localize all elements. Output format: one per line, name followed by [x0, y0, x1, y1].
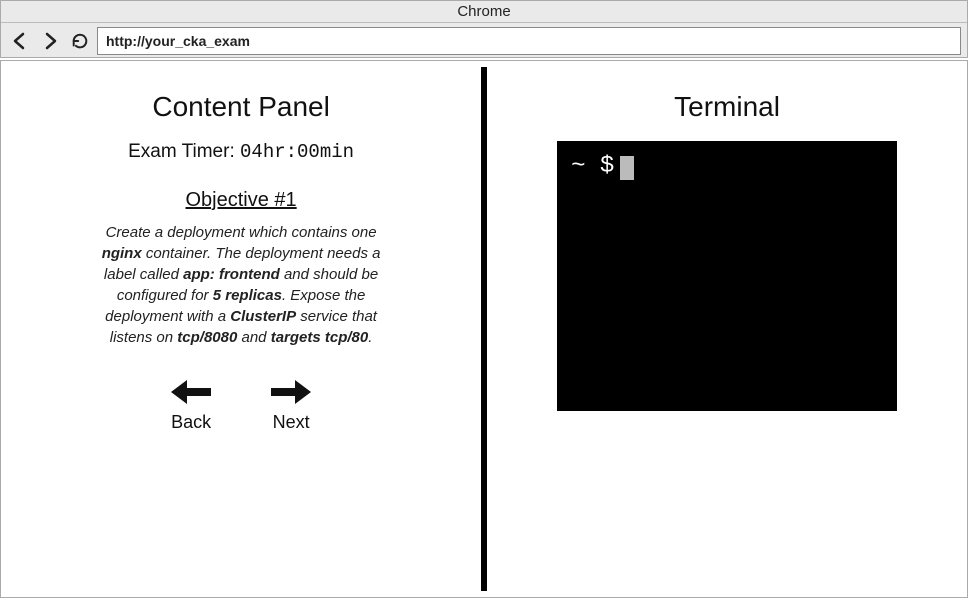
window-title: Chrome	[1, 1, 967, 23]
forward-icon[interactable]	[37, 28, 63, 54]
objective-heading: Objective #1	[61, 189, 421, 212]
browser-toolbar	[1, 23, 967, 59]
next-button[interactable]: Next	[271, 378, 311, 433]
objective-nav: Back Next	[61, 378, 421, 433]
browser-chrome: Chrome	[0, 0, 968, 58]
content-panel-title: Content Panel	[61, 91, 421, 123]
exam-timer: Exam Timer: 04hr:00min	[61, 141, 421, 163]
objective-text: Create a deployment which contains one n…	[91, 222, 391, 348]
reload-icon[interactable]	[67, 28, 93, 54]
timer-label: Exam Timer:	[128, 141, 240, 162]
back-button[interactable]: Back	[171, 378, 211, 433]
address-bar[interactable]	[97, 27, 961, 55]
terminal-prompt: ~ $	[571, 153, 614, 180]
terminal-title: Terminal	[527, 91, 927, 123]
arrow-left-icon	[171, 378, 211, 406]
terminal-panel: Terminal ~ $	[487, 61, 967, 597]
terminal-cursor-icon	[620, 156, 634, 180]
terminal[interactable]: ~ $	[557, 141, 897, 411]
page-body: Content Panel Exam Timer: 04hr:00min Obj…	[0, 60, 968, 598]
back-icon[interactable]	[7, 28, 33, 54]
arrow-right-icon	[271, 378, 311, 406]
next-label: Next	[273, 412, 310, 433]
timer-value: 04hr:00min	[240, 141, 354, 163]
back-label: Back	[171, 412, 211, 433]
content-panel: Content Panel Exam Timer: 04hr:00min Obj…	[1, 61, 481, 597]
